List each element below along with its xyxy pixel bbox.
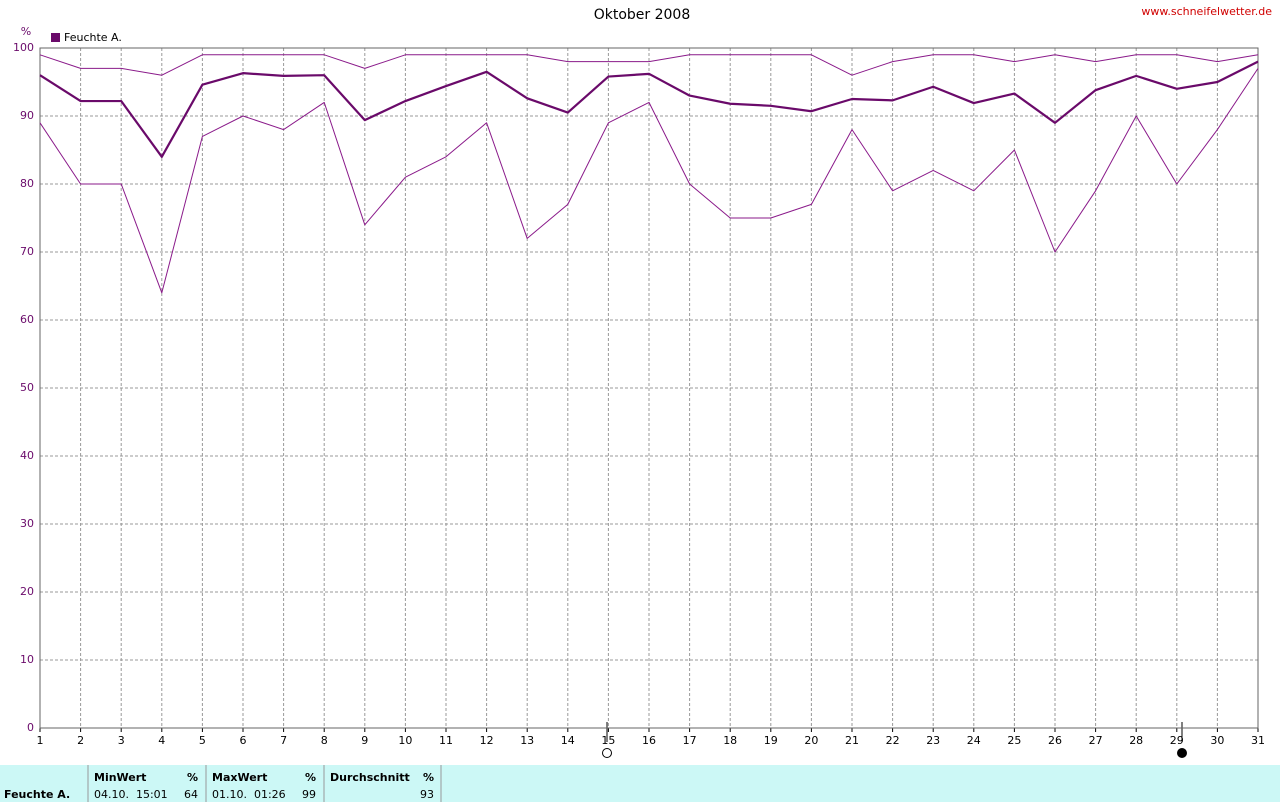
x-tick-label: 12: [480, 734, 494, 747]
table-header: %: [423, 771, 434, 784]
x-tick-label: 23: [926, 734, 940, 747]
y-tick-label: 50: [20, 381, 34, 394]
chart-title: Oktober 2008: [594, 7, 691, 23]
x-tick-label: 18: [723, 734, 737, 747]
x-tick-label: 28: [1129, 734, 1143, 747]
line-series: [39, 54, 1259, 76]
x-tick-label: 17: [683, 734, 697, 747]
x-tick-label: 30: [1210, 734, 1224, 747]
x-tick-label: 7: [280, 734, 287, 747]
table-cell: Feuchte A.: [4, 788, 70, 801]
table-cell: 01.10. 01:26: [212, 788, 286, 801]
x-tick-label: 10: [398, 734, 412, 747]
x-tick-label: 13: [520, 734, 534, 747]
x-tick-label: 5: [199, 734, 206, 747]
y-tick-label: 90: [20, 109, 34, 122]
x-tick-label: 9: [361, 734, 368, 747]
table-dividers: [87, 765, 442, 802]
x-tick-label: 11: [439, 734, 453, 747]
x-tick-label: 20: [804, 734, 818, 747]
x-tick-label: 1: [37, 734, 44, 747]
plot-border: [39, 47, 1259, 729]
x-tick-label: 21: [845, 734, 859, 747]
x-tick-label: 24: [967, 734, 981, 747]
y-tick-label: 10: [20, 653, 34, 666]
table-header: MinWert: [94, 771, 146, 784]
table-cell: 04.10. 15:01: [94, 788, 168, 801]
x-tick-label: 15: [601, 734, 615, 747]
y-unit: %: [21, 25, 31, 38]
y-tick-label: 40: [20, 449, 34, 462]
x-tick-label: 3: [118, 734, 125, 747]
x-tick-label: 26: [1048, 734, 1062, 747]
table-header: MaxWert: [212, 771, 267, 784]
legend-label: Feuchte A.: [64, 31, 122, 44]
table-cell: 99: [302, 788, 316, 801]
x-tick-label: 4: [158, 734, 165, 747]
y-tick-label: 70: [20, 245, 34, 258]
line-series: [39, 68, 1259, 294]
summary-bg: [0, 765, 1280, 802]
y-tick-label: 30: [20, 517, 34, 530]
x-tick-label: 29: [1170, 734, 1184, 747]
moon-icons: [602, 722, 1187, 758]
table-cell: 93: [420, 788, 434, 801]
x-tick-label: 22: [886, 734, 900, 747]
y-tick-label: 80: [20, 177, 34, 190]
x-tick-label: 31: [1251, 734, 1265, 747]
x-tick-label: 8: [321, 734, 328, 747]
table-cell: 64: [184, 788, 198, 801]
line-series: [39, 60, 1259, 158]
x-tick-label: 19: [764, 734, 778, 747]
table-header: %: [187, 771, 198, 784]
source: www.schneifelwetter.de: [1141, 5, 1272, 18]
x-tick-label: 25: [1007, 734, 1021, 747]
table-header: Durchschnitt: [330, 771, 410, 784]
y-tick-label: 0: [27, 721, 34, 734]
y-tick-label: 20: [20, 585, 34, 598]
y-tick-label: 60: [20, 313, 34, 326]
table-header: %: [305, 771, 316, 784]
x-tick-label: 14: [561, 734, 575, 747]
x-tick-label: 16: [642, 734, 656, 747]
x-tick-label: 6: [240, 734, 247, 747]
x-tick-label: 27: [1089, 734, 1103, 747]
legend-swatch: [51, 33, 60, 42]
x-tick-label: 2: [77, 734, 84, 747]
y-tick-label: 100: [13, 41, 34, 54]
